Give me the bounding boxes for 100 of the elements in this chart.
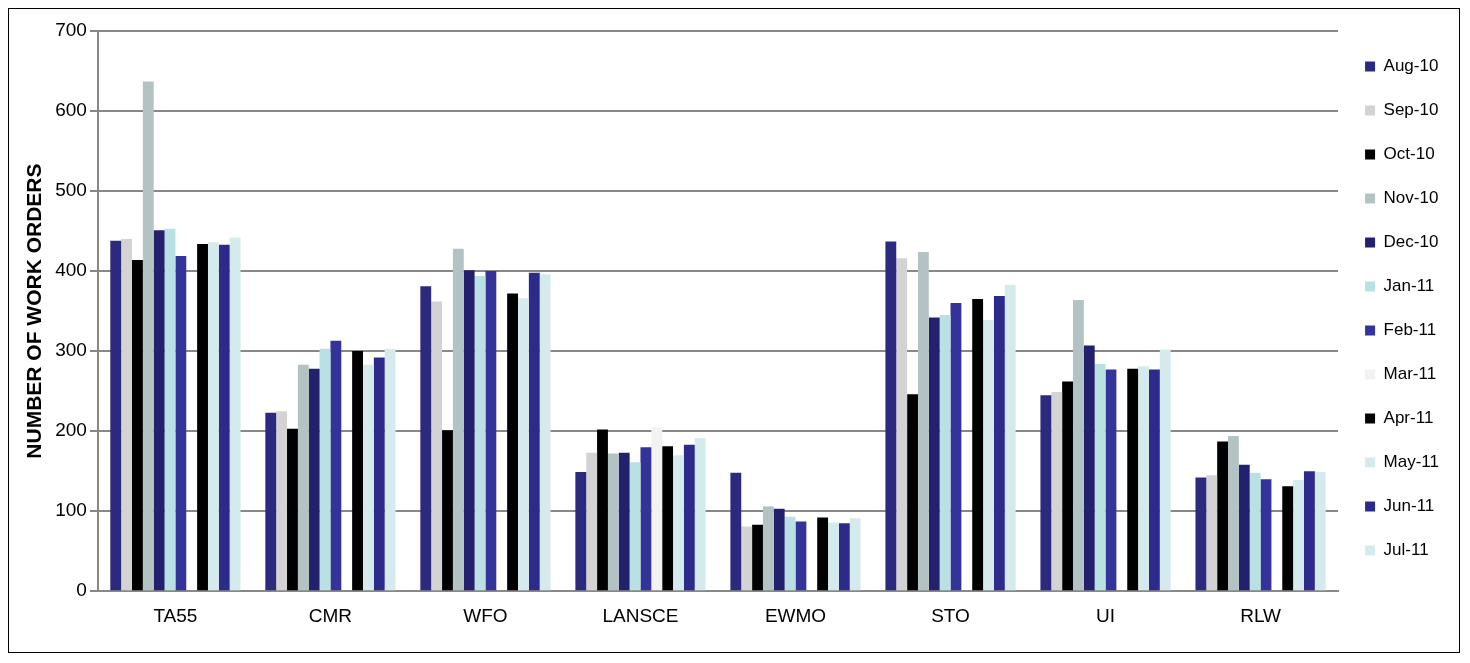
x-tick-label: TA55 (153, 604, 198, 626)
bar (1303, 471, 1315, 591)
bar (452, 248, 464, 591)
bar (528, 272, 540, 591)
y-tick-label: 200 (55, 419, 87, 441)
bar (265, 412, 277, 591)
bar (607, 453, 619, 591)
bar (586, 452, 598, 591)
bar (132, 259, 143, 591)
bar (1282, 486, 1294, 591)
bar (618, 452, 630, 591)
legend-label: Sep-10 (1383, 100, 1439, 120)
bar (1206, 475, 1218, 591)
y-tick-label: 400 (55, 259, 87, 281)
bar (662, 446, 674, 591)
y-tick-label: 500 (55, 179, 87, 201)
bar (373, 357, 385, 591)
bar (1148, 369, 1160, 591)
bar (640, 447, 652, 591)
x-tick-label: EWMO (764, 604, 827, 626)
bar (229, 237, 241, 591)
bar (442, 430, 453, 591)
bar (384, 348, 396, 591)
x-tick-label: RLW (1240, 604, 1282, 626)
bar (1094, 363, 1106, 591)
bar (1083, 345, 1095, 591)
legend-label: Jul-11 (1383, 540, 1429, 560)
bar (330, 340, 342, 591)
bar (319, 348, 331, 591)
y-tick-label: 100 (55, 499, 87, 521)
bar (276, 411, 288, 591)
bar (1127, 368, 1139, 591)
bar (939, 315, 951, 591)
bar (1238, 464, 1250, 591)
bar (773, 508, 785, 591)
bar (1195, 477, 1207, 591)
y-tick-label: 700 (55, 19, 87, 41)
bar (1072, 299, 1084, 591)
bar (507, 293, 519, 591)
legend-label: Oct-10 (1383, 144, 1435, 164)
bar (1062, 381, 1073, 591)
x-tick-label: STO (931, 604, 970, 626)
bar (1260, 479, 1272, 591)
bar (741, 526, 753, 591)
legend-label: Dec-10 (1383, 232, 1439, 252)
bar (1159, 349, 1171, 591)
bar (828, 522, 839, 591)
bar (784, 516, 796, 591)
bar (1040, 395, 1052, 591)
bar (993, 295, 1005, 591)
bar (121, 239, 133, 591)
bar (153, 230, 165, 591)
bar (175, 255, 187, 591)
bar (730, 472, 742, 591)
y-tick-label: 600 (55, 99, 87, 121)
bar (849, 518, 861, 591)
bar (950, 303, 962, 591)
legend-label: Jan-11 (1383, 276, 1435, 296)
legend-label: Mar-11 (1383, 364, 1437, 384)
x-tick-label: UI (1096, 604, 1116, 626)
legend-label: Apr-11 (1383, 408, 1434, 428)
bar (752, 524, 763, 591)
bar (983, 319, 994, 591)
bar (463, 270, 475, 591)
bar (308, 368, 320, 591)
bar (218, 244, 230, 591)
legend-label: Feb-11 (1383, 320, 1437, 340)
bar (1217, 441, 1229, 591)
legend-label: Aug-10 (1383, 56, 1439, 76)
bar (420, 286, 432, 591)
bar (885, 241, 897, 591)
bar (297, 364, 309, 591)
bar (1314, 471, 1326, 591)
x-tick-label: WFO (463, 604, 508, 626)
bar (142, 81, 154, 591)
bar (197, 243, 208, 591)
bar (762, 506, 774, 591)
bar (575, 471, 587, 591)
bar (683, 444, 695, 591)
y-axis-title: NUMBER OF WORK ORDERS (22, 163, 46, 459)
bar (896, 258, 908, 591)
y-tick-label: 0 (76, 579, 87, 601)
bar (431, 301, 443, 591)
bar (928, 317, 940, 591)
bar (651, 427, 663, 591)
bar (485, 271, 497, 591)
y-tick-label: 300 (55, 339, 87, 361)
bar (518, 298, 529, 591)
bar (1228, 435, 1239, 591)
bar (1051, 391, 1063, 591)
bar (629, 462, 641, 591)
bar (287, 428, 298, 591)
bar (1138, 366, 1149, 591)
bar (817, 517, 829, 591)
bar (1105, 369, 1117, 591)
bar (907, 394, 918, 591)
x-tick-label: LANSCE (602, 604, 679, 626)
bar (597, 429, 608, 591)
bar (1293, 479, 1304, 591)
bar (1004, 284, 1016, 591)
